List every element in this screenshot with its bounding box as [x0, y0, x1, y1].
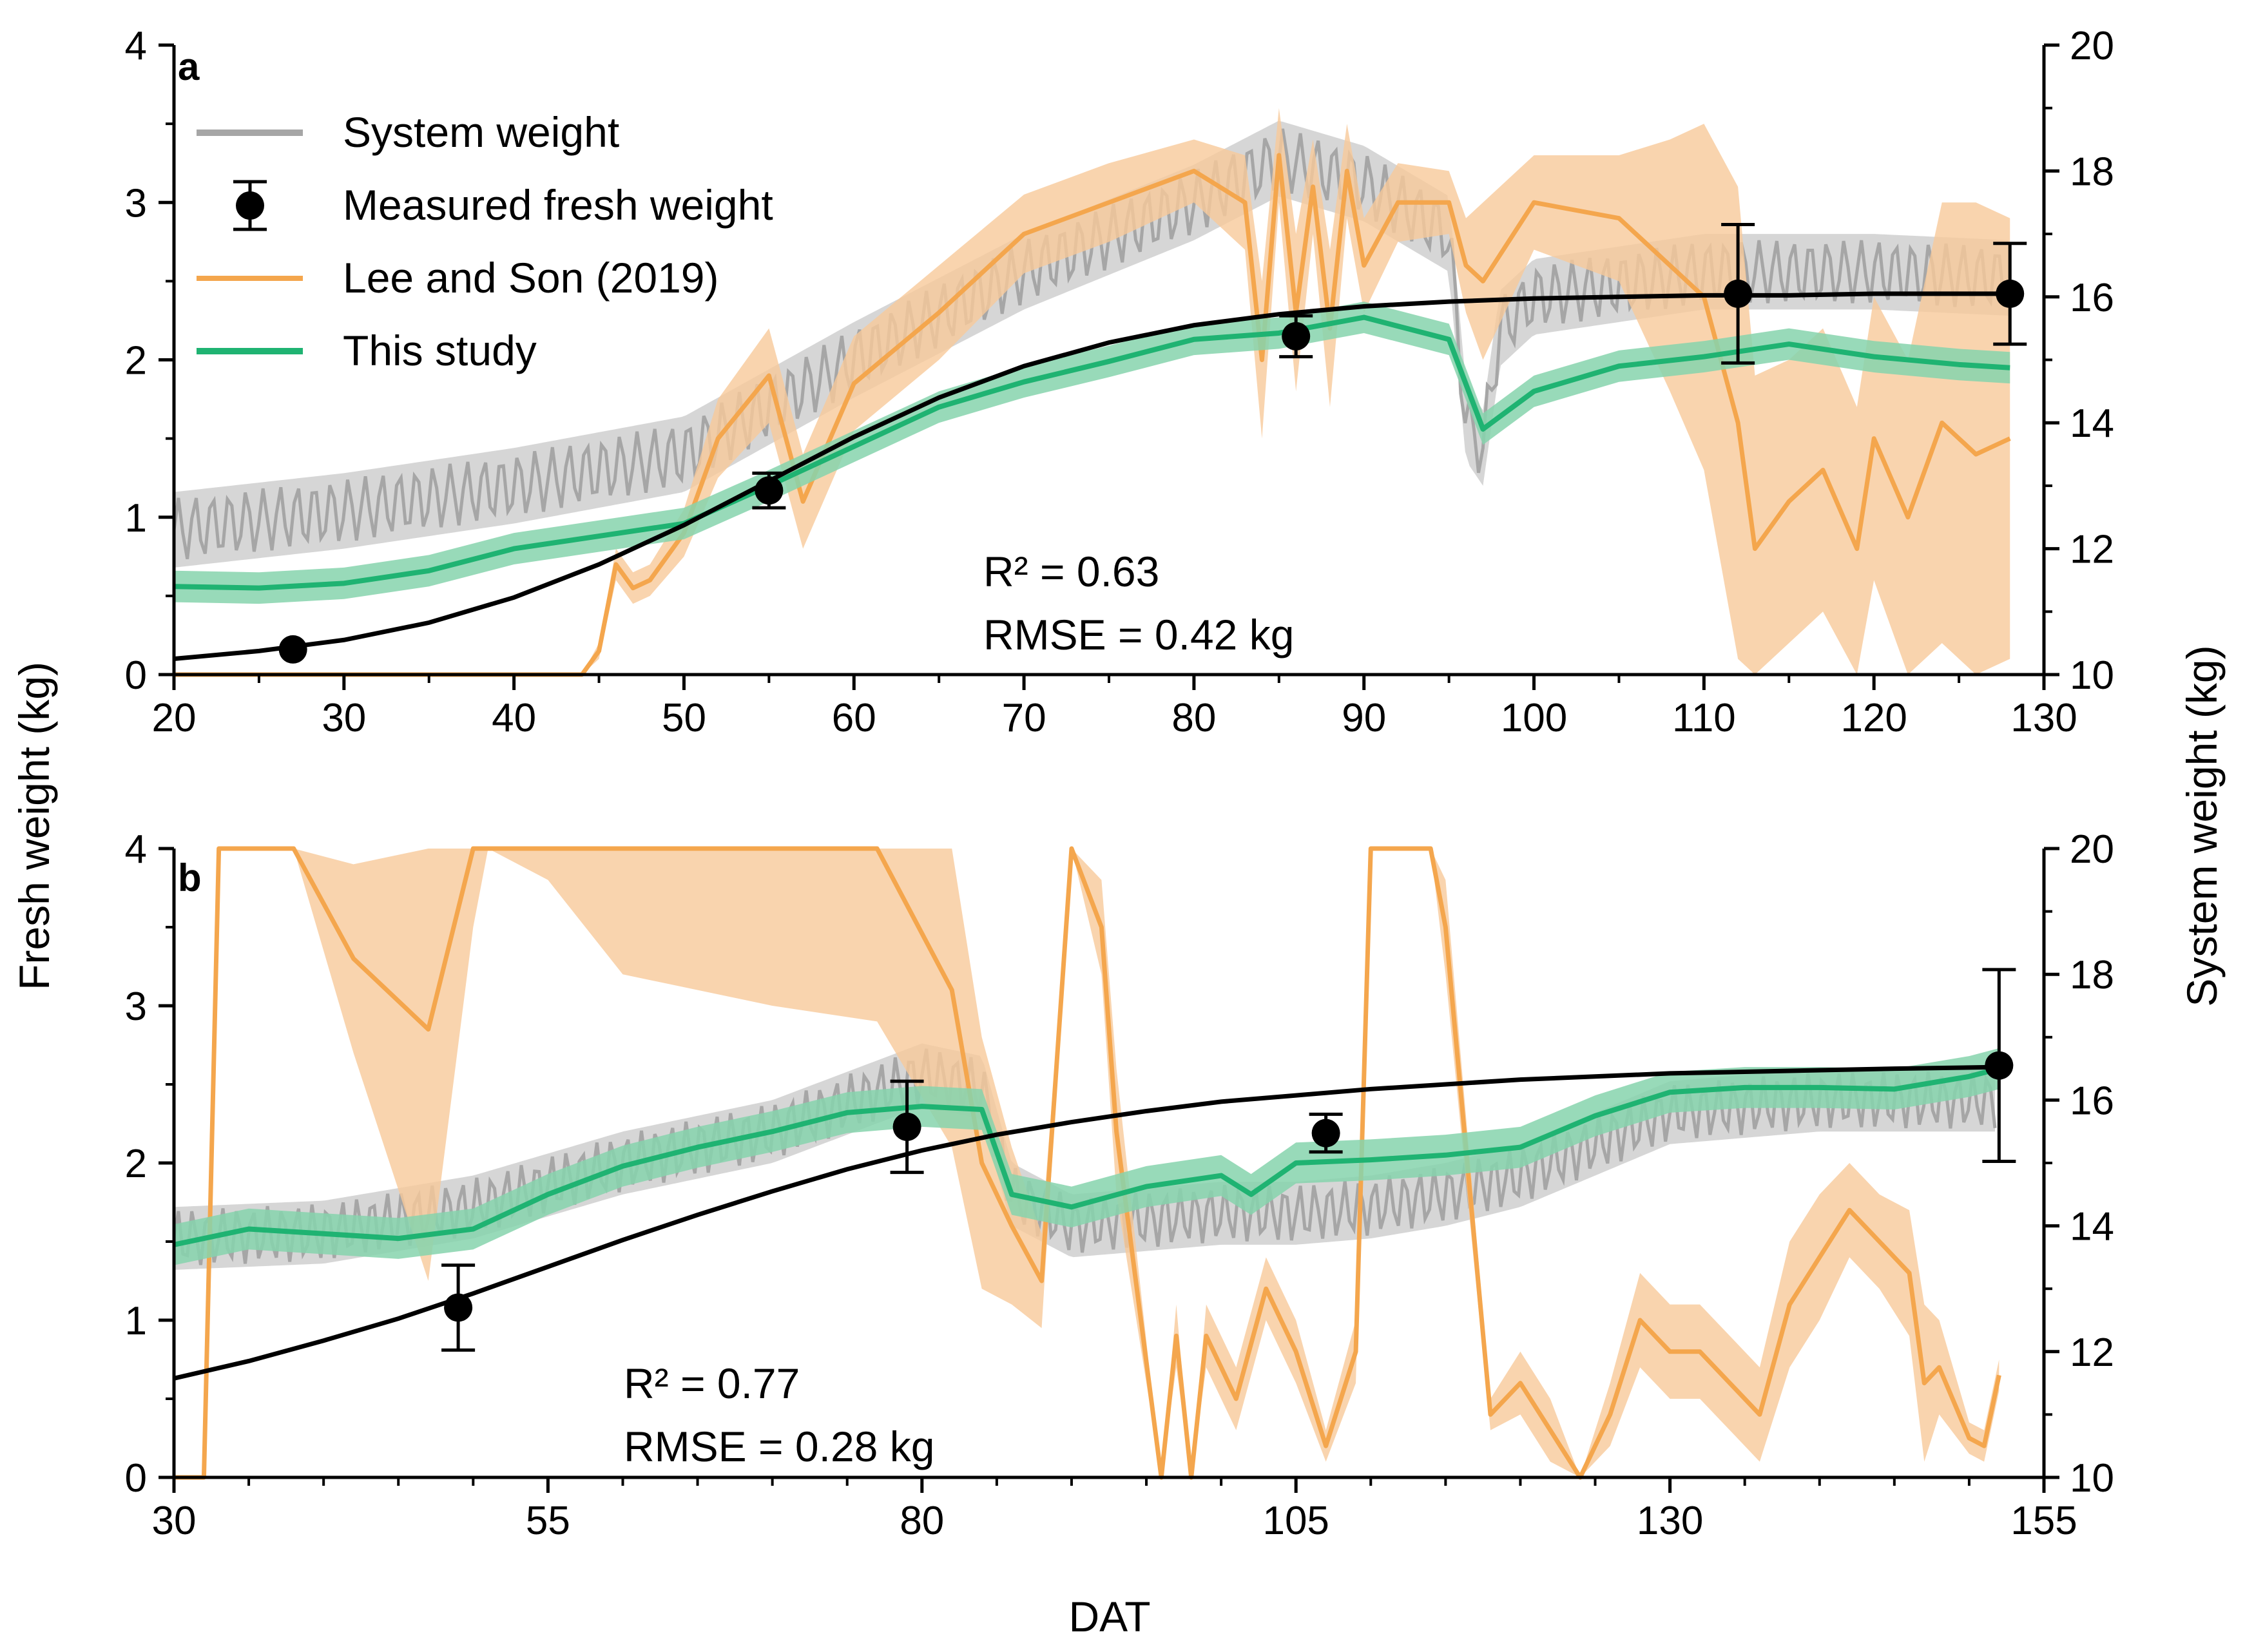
y-right-tick-label-b-0: 10 [2070, 1456, 2114, 1501]
x-tick-label-b-5: 155 [2010, 1499, 2077, 1543]
y-left-tick-label-a-1: 1 [125, 496, 147, 541]
legend-this-study-label: This study [343, 327, 537, 374]
y-right-tick-label-b-1: 12 [2070, 1330, 2114, 1375]
measured-point-b-3 [1985, 1051, 2014, 1080]
y-left-tick-label-b-4: 4 [125, 827, 147, 872]
x-tick-label-b-3: 105 [1262, 1499, 1329, 1543]
plot-area-b [174, 846, 2001, 1480]
measured-point-b-1 [892, 1112, 921, 1141]
lee-son-line-a [174, 153, 2011, 677]
x-tick-label-a-6: 80 [1171, 696, 1216, 740]
y-right-tick-label-a-3: 16 [2070, 276, 2114, 320]
measured-point-a-4 [1996, 279, 2025, 308]
r2-label-b: R² = 0.77 [624, 1359, 800, 1407]
measured-point-b-2 [1311, 1119, 1340, 1148]
legend-measured-label: Measured fresh weight [343, 181, 773, 229]
y-left-tick-label-b-2: 2 [125, 1142, 147, 1186]
y-right-axis-title: System weight (kg) [2178, 645, 2226, 1006]
y-left-tick-label-a-0: 0 [125, 653, 147, 698]
y-right-tick-label-a-2: 14 [2070, 401, 2114, 446]
y-right-tick-label-a-4: 18 [2070, 149, 2114, 194]
y-right-tick-label-b-3: 16 [2070, 1079, 2114, 1123]
y-left-tick-label-b-0: 0 [125, 1456, 147, 1501]
rmse-label-a: RMSE = 0.42 kg [983, 611, 1294, 658]
measured-point-a-3 [1724, 279, 1753, 308]
y-left-tick-label-b-3: 3 [125, 984, 147, 1029]
measured-point-a-0 [278, 635, 307, 664]
panel-label-b: b [178, 856, 202, 899]
y-left-tick-label-a-4: 4 [125, 24, 147, 68]
this-study-band-a [174, 302, 2010, 604]
x-tick-label-a-5: 70 [1002, 696, 1046, 740]
rmse-label-b: RMSE = 0.28 kg [624, 1423, 934, 1470]
x-tick-label-a-11: 130 [2010, 696, 2077, 740]
legend: System weight Measured fresh weight Lee … [197, 108, 773, 374]
this-study-line-a [174, 314, 2010, 591]
lee-son-line-b [174, 846, 2001, 1480]
legend-lee-son-label: Lee and Son (2019) [343, 254, 718, 302]
panel-a: 20 30 40 50 60 70 80 90 100 110 120 130012341012141… [125, 24, 2114, 740]
x-tick-label-a-1: 30 [322, 696, 366, 740]
y-left-tick-label-b-1: 1 [125, 1299, 147, 1343]
fit-curve-b [174, 1064, 1999, 1381]
y-right-tick-label-a-0: 10 [2070, 653, 2114, 698]
y-right-tick-label-a-5: 20 [2070, 24, 2114, 68]
this-study-line-b [174, 1066, 2000, 1247]
x-tick-label-a-9: 110 [1672, 696, 1736, 740]
x-axis-title: DAT [1068, 1593, 1150, 1640]
measured-point-a-1 [755, 476, 784, 505]
x-tick-label-b-2: 80 [900, 1499, 944, 1543]
y-right-tick-label-b-4: 18 [2070, 953, 2114, 997]
y-left-tick-label-a-3: 3 [125, 181, 147, 226]
x-tick-label-a-4: 60 [832, 696, 876, 740]
r2-label-a: R² = 0.63 [983, 548, 1159, 595]
x-tick-label-b-0: 30 [152, 1499, 197, 1543]
measured-point-b-0 [444, 1293, 473, 1322]
x-tick-label-a-8: 100 [1501, 696, 1567, 740]
legend-system-weight-label: System weight [343, 108, 619, 156]
y-left-tick-label-a-2: 2 [125, 339, 147, 383]
x-tick-label-a-3: 50 [662, 696, 706, 740]
legend-measured-marker [236, 191, 264, 220]
x-tick-label-b-1: 55 [526, 1499, 570, 1543]
x-tick-label-a-0: 20 [152, 696, 197, 740]
lee-son-band-a [174, 108, 2010, 675]
x-tick-label-a-2: 40 [492, 696, 536, 740]
x-tick-label-a-7: 90 [1342, 696, 1386, 740]
panel-label-a: a [178, 45, 200, 88]
y-right-tick-label-b-2: 14 [2070, 1205, 2114, 1249]
y-right-tick-label-b-5: 20 [2070, 827, 2114, 872]
lee-son-band-b [174, 849, 1999, 1477]
x-tick-label-b-4: 130 [1637, 1499, 1703, 1543]
measured-point-a-2 [1282, 322, 1311, 351]
y-left-axis-title: Fresh weight (kg) [10, 662, 58, 990]
x-tick-label-a-10: 120 [1840, 696, 1907, 740]
y-right-tick-label-a-1: 12 [2070, 528, 2114, 572]
